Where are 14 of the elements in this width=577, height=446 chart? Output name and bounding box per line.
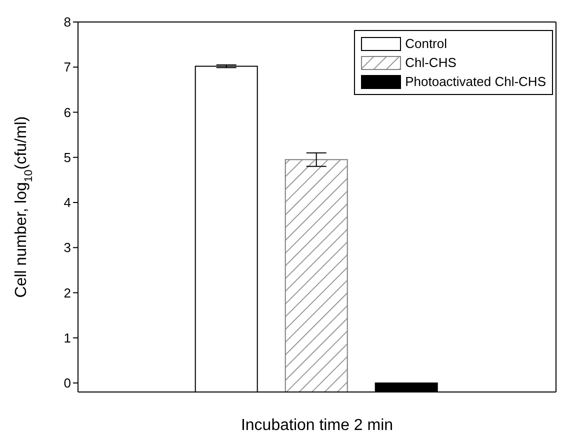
legend-label: Chl-CHS [405,55,456,70]
y-tick-label: 1 [64,330,71,346]
y-tick-label: 0 [64,376,71,391]
legend-label: Photoactivated Chl-CHS [405,74,546,89]
y-tick-label: 2 [64,285,71,300]
y-tick-label: 5 [64,150,71,165]
y-tick-label: 6 [64,104,71,120]
y-tick-label: 7 [64,60,71,75]
x-axis-title: Incubation time 2 min [240,417,394,434]
bar [284,159,348,392]
y-tick-label: 3 [64,240,71,256]
y-tick-label: 4 [64,195,71,210]
y-tick-label: 8 [64,14,71,30]
legend-label: Control [405,36,448,51]
